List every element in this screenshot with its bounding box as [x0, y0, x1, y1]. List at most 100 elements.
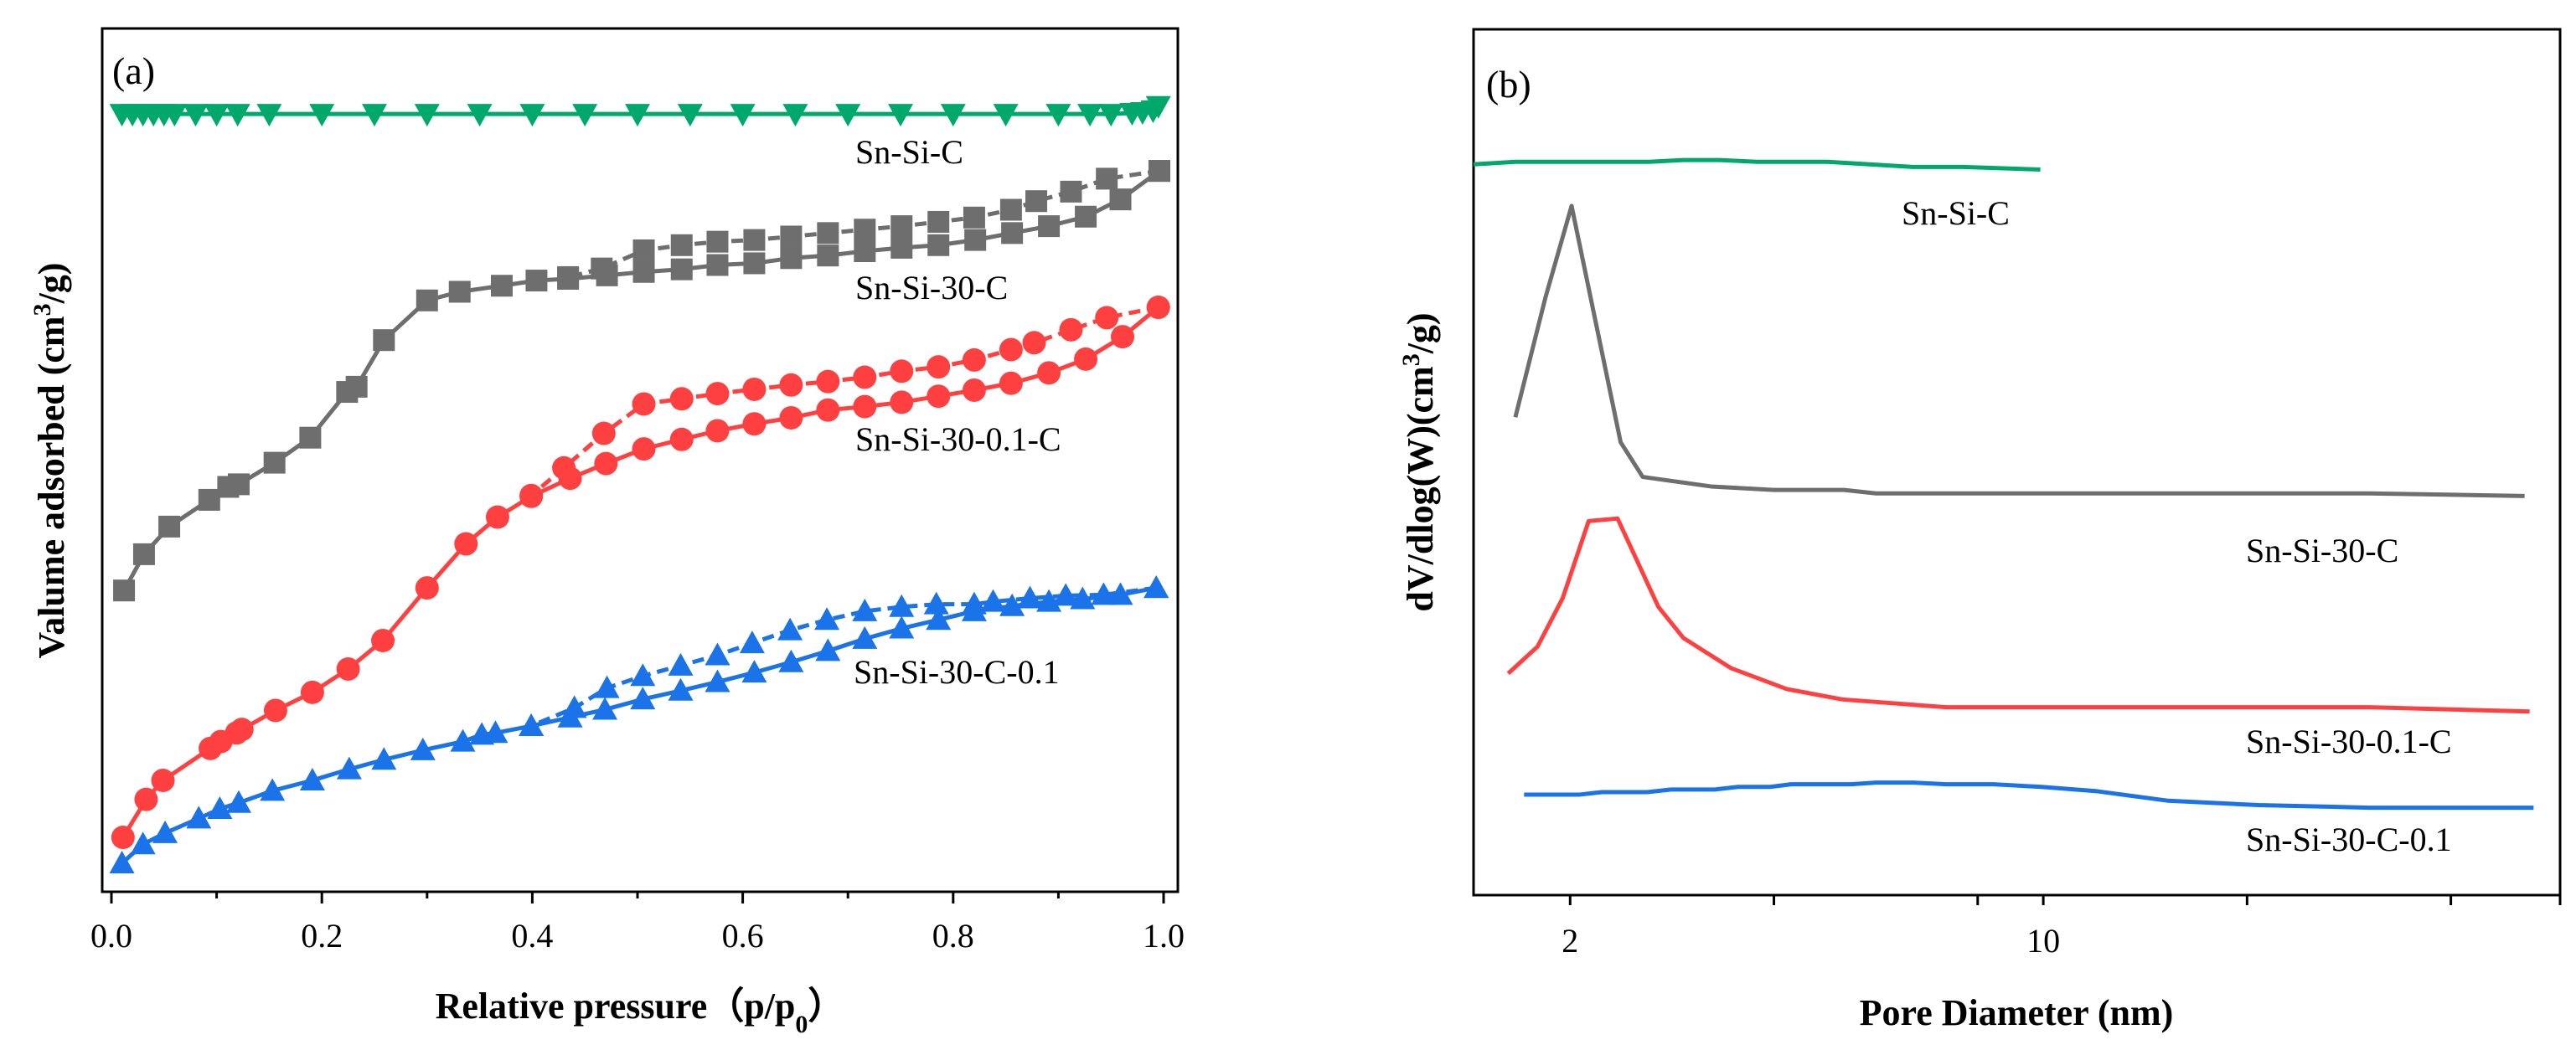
data-point-square [817, 245, 839, 267]
data-point-circle [591, 421, 616, 445]
data-point-triangle-down [162, 104, 188, 127]
data-point-circle [454, 532, 478, 556]
data-point-square [999, 198, 1022, 221]
data-point-triangle [450, 728, 476, 752]
data-point-square [632, 260, 655, 283]
data-point-circle [742, 412, 767, 436]
data-point-triangle [225, 790, 251, 813]
data-point-square [1075, 205, 1097, 228]
data-point-triangle [889, 594, 915, 617]
data-point-circle [669, 387, 694, 411]
data-point-circle [999, 371, 1023, 395]
data-point-circle [1111, 325, 1135, 349]
data-point-triangle [371, 747, 397, 770]
data-point-square [780, 225, 803, 248]
series-label-sn-si-30-01-c: Sn-Si-30-0.1-C [2246, 723, 2452, 760]
data-point-circle [263, 698, 287, 723]
panel-a-isotherm-chart: 0.0 0.2 0.4 0.6 0.8 1.0 (a) Sn-Si-C Sn-Si-30-… [28, 27, 1185, 1038]
data-point-circle [962, 347, 986, 372]
panel-b-y-axis-title: dV/dlog(W)(cm3/g) [1397, 312, 1442, 611]
data-point-triangle-down [256, 104, 282, 127]
data-point-circle [111, 826, 135, 850]
data-point-circle [415, 576, 439, 600]
data-point-circle [705, 382, 730, 406]
series-sn-si-30-0-1-c [111, 296, 1170, 850]
data-point-triangle-down [414, 104, 440, 127]
data-point-circle [230, 718, 254, 742]
series-label-sn-si-c: Sn-Si-C [1902, 194, 2010, 232]
data-point-circle [371, 628, 395, 652]
data-point-triangle [961, 598, 987, 621]
series-label-sn-si-30-c: Sn-Si-30-C [2246, 532, 2398, 569]
data-point-triangle [130, 831, 156, 855]
data-point-triangle [260, 778, 286, 801]
data-point-triangle-down [519, 104, 545, 127]
data-point-triangle [109, 850, 135, 873]
panel-b-pore-distribution-chart: 2 10 (b) Sn-Si-C Sn-Si-30-C Sn-Si-30-0.1-… [1397, 28, 2562, 1033]
panel-a-plot-frame [101, 27, 1180, 893]
panel-a-label: (a) [112, 49, 155, 92]
series-line-sn-si-c [1473, 157, 2041, 172]
data-point-triangle-down [782, 104, 808, 127]
data-point-circle [669, 427, 694, 451]
data-point-square [964, 229, 987, 251]
data-point-circle [336, 657, 360, 682]
data-point-circle [927, 384, 951, 409]
data-point-triangle-down [204, 104, 230, 127]
data-point-square [596, 264, 618, 286]
panel-a-x-ticks: 0.0 0.2 0.4 0.6 0.8 1.0 [90, 892, 1185, 955]
data-point-circle [300, 680, 324, 704]
data-point-circle [890, 390, 914, 414]
data-point-triangle-down [183, 104, 209, 127]
panel-b-label: (b) [1486, 63, 1531, 106]
data-point-square [706, 230, 729, 253]
data-point-circle [594, 451, 618, 476]
data-point-square [743, 229, 766, 251]
data-point-triangle [923, 591, 949, 615]
series-label-sn-si-c: Sn-Si-C [855, 133, 963, 171]
data-point-square [927, 234, 950, 256]
data-point-square [113, 579, 136, 602]
data-point-triangle-down [625, 104, 650, 127]
data-point-square [1109, 188, 1132, 211]
data-point-triangle [207, 796, 233, 820]
data-point-triangle [186, 806, 212, 829]
data-point-square [158, 515, 181, 538]
panel-a-series [109, 95, 1171, 873]
data-point-triangle [926, 607, 952, 631]
data-point-triangle-down [835, 104, 861, 127]
data-point-circle [927, 355, 951, 379]
data-point-triangle [1107, 582, 1133, 605]
series-sn-si-30-c [113, 160, 1170, 602]
data-point-square [1096, 167, 1118, 190]
data-point-triangle-down [993, 104, 1019, 127]
data-point-triangle [299, 768, 325, 791]
data-point-circle [890, 359, 914, 384]
series-line-sn-si-30-c [1513, 203, 2525, 498]
series-label-sn-si-30-c-01: Sn-Si-30-C-0.1 [854, 653, 1060, 691]
data-point-triangle-down [1045, 104, 1071, 127]
data-point-triangle [778, 649, 804, 672]
data-point-circle [853, 394, 877, 419]
data-point-square [670, 258, 693, 281]
adsorption-line-sn-si-30-c-0-1 [120, 585, 1157, 865]
x-tick-label: 0.4 [511, 917, 553, 955]
data-point-square [1038, 215, 1061, 238]
data-point-circle [632, 437, 656, 461]
data-point-triangle-down [1098, 104, 1124, 127]
data-point-circle [779, 405, 803, 430]
data-point-triangle-down [1077, 104, 1103, 127]
data-point-circle [853, 365, 877, 389]
data-point-triangle [1036, 589, 1062, 612]
data-point-triangle [1070, 586, 1096, 610]
data-point-triangle-down [888, 104, 913, 127]
data-point-triangle [777, 617, 803, 641]
x-tick-label: 1.0 [1143, 917, 1185, 955]
data-point-circle [151, 769, 175, 793]
panel-b-series [1473, 157, 2534, 811]
data-point-circle [1074, 347, 1098, 371]
data-point-square [854, 239, 876, 262]
data-point-circle [519, 484, 544, 508]
data-point-triangle [739, 631, 765, 654]
